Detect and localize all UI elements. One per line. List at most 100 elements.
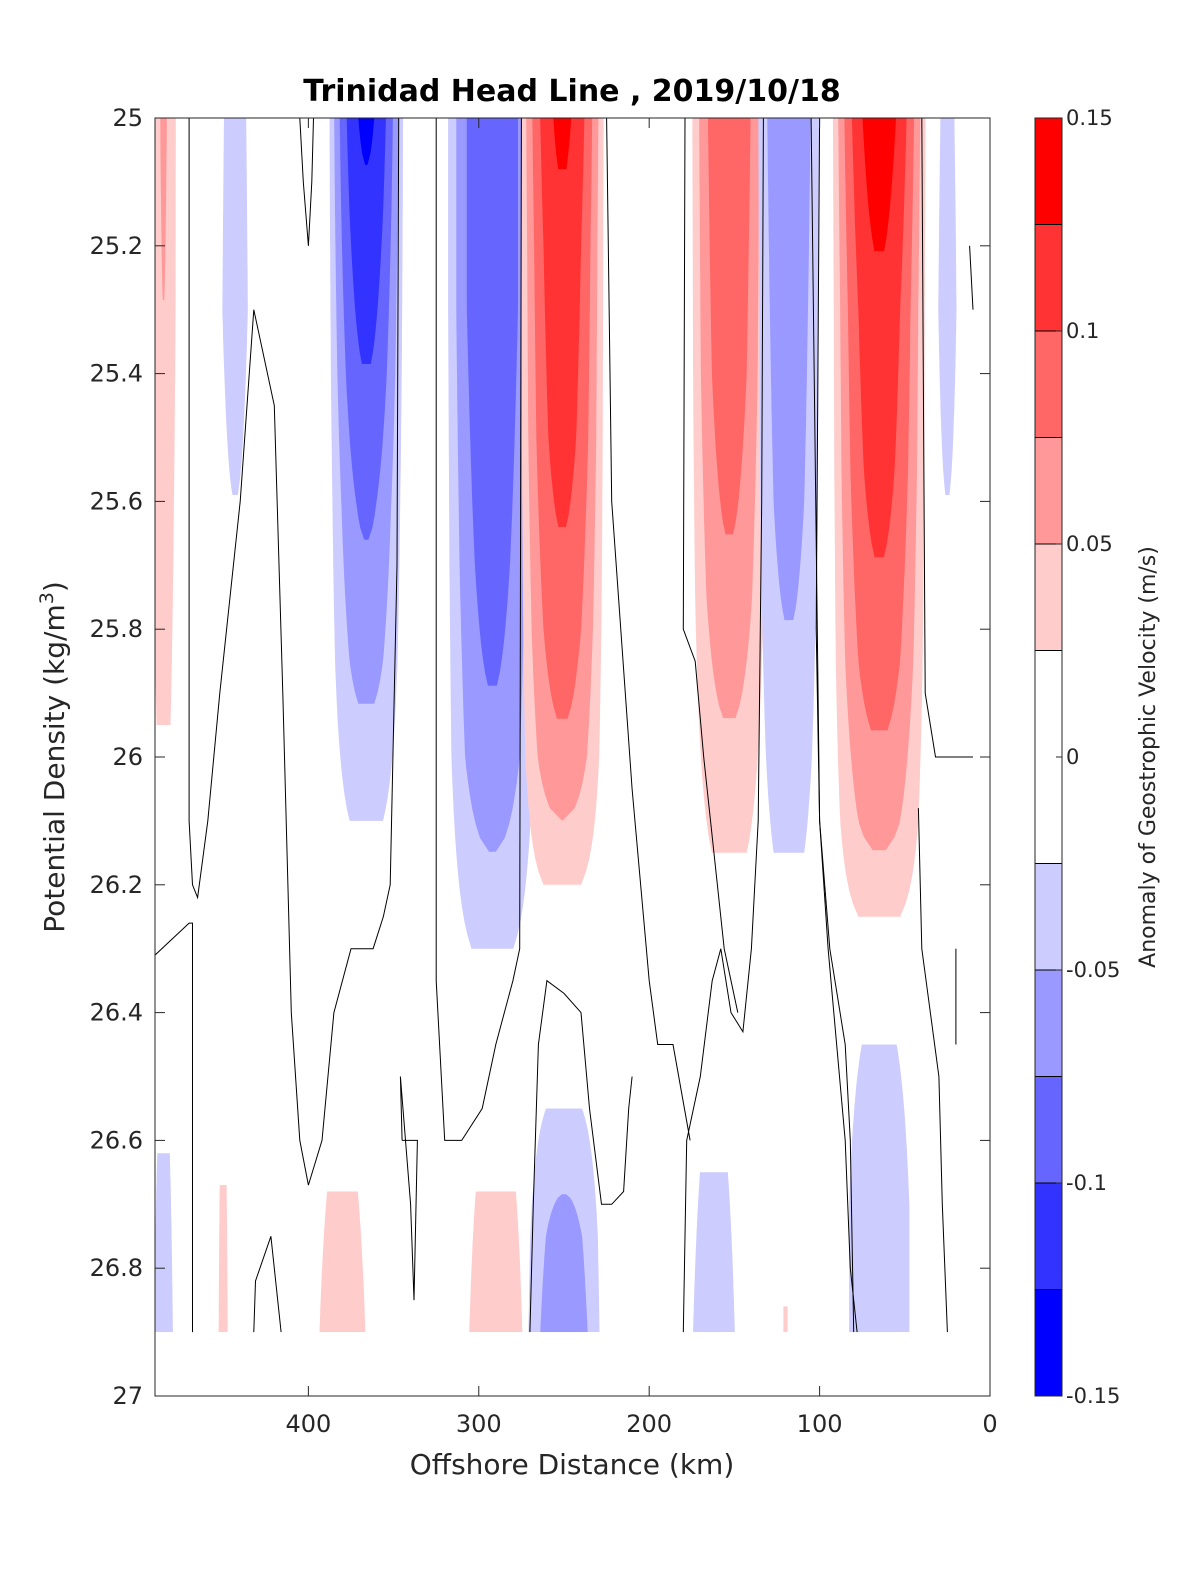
zero-contour-zc-6 bbox=[435, 118, 522, 1141]
colorbar-band bbox=[1035, 1183, 1062, 1290]
zero-contour-zc-4 bbox=[299, 118, 314, 246]
contour-band-pos-1 bbox=[218, 1185, 228, 1333]
colorbar-band bbox=[1035, 863, 1062, 970]
contour-band-pos-1 bbox=[783, 1306, 788, 1333]
colorbar-tick-label: 0.05 bbox=[1066, 532, 1113, 556]
colorbar-tick-label: 0.15 bbox=[1066, 106, 1113, 130]
y-axis-label: Potential Density (kg/m3) bbox=[36, 581, 71, 933]
x-axis-ticks: 400 300 200 100 0 bbox=[285, 118, 998, 1438]
contour-band-neg-1 bbox=[938, 118, 957, 495]
feature-jet-blue-118 bbox=[758, 118, 820, 853]
contour-band-neg-1 bbox=[155, 1153, 173, 1333]
zero-contour-zc-5 bbox=[399, 1076, 418, 1301]
no-data-region bbox=[155, 1332, 990, 1396]
zero-contour-zc-12 bbox=[810, 118, 855, 1333]
x-axis-label: Offshore Distance (km) bbox=[410, 1448, 735, 1481]
contour-band-pos-1 bbox=[319, 1191, 366, 1333]
feature-jet-blue-370 bbox=[329, 118, 404, 821]
feature-deep-red-290 bbox=[469, 1191, 523, 1333]
colorbar-band bbox=[1035, 970, 1062, 1077]
y-tick-label: 25.4 bbox=[90, 360, 143, 388]
colorbar-band bbox=[1035, 224, 1062, 331]
zero-contour-zc-11 bbox=[815, 118, 858, 1333]
zero-contour-zc-3 bbox=[253, 1236, 282, 1333]
feature-deep-red-120 bbox=[783, 1306, 788, 1333]
zero-contour-zc-9 bbox=[606, 118, 691, 1141]
contour-band-neg-4 bbox=[346, 118, 386, 364]
colorbar-band bbox=[1035, 1076, 1062, 1183]
y-tick-label: 26.4 bbox=[90, 999, 143, 1027]
colorbar: 0.15 0.1 0.05 0 -0.05 -0.1 -0.15 bbox=[1034, 106, 1120, 1408]
zero-contour-zc-2 bbox=[155, 922, 193, 1333]
colorbar-band bbox=[1035, 544, 1062, 651]
plot-area: 400 300 200 100 0 25 25.2 25.4 25.6 25.8 26 26.2 26… bbox=[90, 104, 998, 1438]
contour-band-neg-2 bbox=[540, 1194, 588, 1333]
contour-fills bbox=[155, 118, 990, 1396]
contour-band-pos-5 bbox=[553, 118, 572, 170]
feature-deep-red-450 bbox=[218, 1185, 228, 1333]
x-tick-label: 300 bbox=[456, 1410, 502, 1438]
feature-jet-red-155 bbox=[692, 118, 767, 853]
contour-band-neg-1 bbox=[693, 1172, 735, 1333]
contour-band-neg-1 bbox=[222, 118, 248, 495]
y-axis-label-main: Potential Density (kg/m bbox=[38, 604, 71, 933]
feature-jet-red-65 bbox=[832, 118, 926, 917]
y-axis-label-close: ) bbox=[38, 581, 71, 592]
feature-deep-blue-65 bbox=[849, 1044, 910, 1333]
colorbar-band bbox=[1035, 437, 1062, 544]
y-tick-label: 26.2 bbox=[90, 871, 143, 899]
y-tick-label: 25 bbox=[112, 104, 143, 132]
x-tick-label: 200 bbox=[626, 1410, 672, 1438]
colorbar-band bbox=[1035, 331, 1062, 438]
y-tick-label: 25.2 bbox=[90, 232, 143, 260]
contour-band-pos-5 bbox=[862, 118, 896, 252]
zero-contour-zc-15 bbox=[969, 245, 974, 310]
x-tick-label: 100 bbox=[797, 1410, 843, 1438]
zero-contour-zc-10 bbox=[682, 118, 739, 1013]
colorbar-tick-label: -0.1 bbox=[1066, 1171, 1107, 1195]
feature-deep-red-380 bbox=[319, 1191, 366, 1333]
zero-contour-zc-14 bbox=[917, 808, 948, 1333]
x-tick-label: 400 bbox=[285, 1410, 331, 1438]
contour-band-pos-4 bbox=[851, 118, 907, 558]
feature-deep-blue-offshore bbox=[155, 1153, 173, 1333]
colorbar-tick-label: 0.1 bbox=[1066, 319, 1099, 343]
feature-offshore-red-edge bbox=[155, 118, 176, 725]
y-tick-label: 26 bbox=[112, 743, 143, 771]
colorbar-tick-label: -0.15 bbox=[1066, 1384, 1120, 1408]
zero-contour-zc-1 bbox=[188, 118, 400, 1186]
contour-band-pos-1 bbox=[155, 118, 176, 725]
y-tick-label: 27 bbox=[112, 1382, 143, 1410]
feature-deep-blue-160 bbox=[693, 1172, 735, 1333]
colorbar-ticks: 0.15 0.1 0.05 0 -0.05 -0.1 -0.15 bbox=[1056, 106, 1120, 1408]
colorbar-band bbox=[1035, 1289, 1062, 1396]
x-tick-label: 0 bbox=[982, 1410, 997, 1438]
y-axis-ticks: 25 25.2 25.4 25.6 25.8 26 26.2 26.4 26.6 26.8 27 bbox=[90, 104, 990, 1410]
contour-band-neg-2 bbox=[767, 118, 811, 621]
zero-contour-zc-8 bbox=[682, 118, 764, 1333]
feature-inshore-blue bbox=[938, 118, 957, 495]
contour-band-neg-5 bbox=[358, 118, 375, 165]
colorbar-band bbox=[1035, 118, 1062, 225]
zero-contour-zc-13 bbox=[921, 118, 973, 758]
colorbar-tick-label: 0 bbox=[1066, 745, 1079, 769]
contour-band-pos-2 bbox=[160, 118, 167, 301]
zero-contour-zc-7 bbox=[529, 979, 633, 1333]
contour-band-pos-1 bbox=[469, 1191, 523, 1333]
chart-title: Trinidad Head Line , 2019/10/18 bbox=[303, 74, 840, 109]
colorbar-bands bbox=[1035, 118, 1062, 1396]
colorbar-label: Anomaly of Geostrophic Velocity (m/s) bbox=[1136, 546, 1161, 968]
contour-band-neg-1 bbox=[849, 1044, 910, 1333]
y-tick-label: 26.8 bbox=[90, 1254, 143, 1282]
contour-band-pos-4 bbox=[540, 118, 585, 527]
feature-deep-blue-250 bbox=[528, 1108, 600, 1333]
y-tick-label: 25.8 bbox=[90, 615, 143, 643]
y-tick-label: 25.6 bbox=[90, 487, 143, 515]
y-axis-label-superscript: 3 bbox=[36, 592, 58, 604]
feature-offshore-blue-upper bbox=[222, 118, 248, 495]
feature-jet-red-250 bbox=[520, 118, 604, 885]
feature-jet-blue-290 bbox=[448, 118, 537, 949]
contour-band-pos-3 bbox=[708, 118, 751, 535]
y-tick-label: 26.6 bbox=[90, 1126, 143, 1154]
